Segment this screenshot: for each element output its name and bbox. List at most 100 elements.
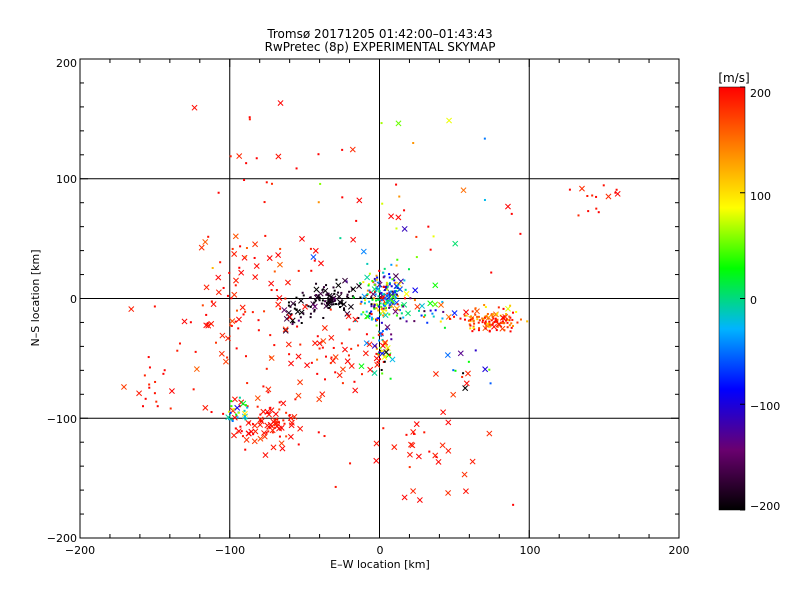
scatter-dot — [333, 292, 336, 295]
scatter-dot — [391, 290, 394, 293]
scatter-dot — [316, 358, 319, 361]
scatter-dot — [493, 321, 496, 324]
scatter-dot — [266, 427, 269, 430]
scatter-dot — [467, 360, 470, 363]
scatter-cross — [579, 185, 585, 192]
scatter-dot — [396, 258, 399, 261]
scatter-cross — [445, 447, 452, 454]
scatter-dot — [394, 296, 397, 299]
scatter-dot — [210, 300, 213, 303]
scatter-dot — [500, 322, 503, 325]
scatter-dot — [372, 336, 375, 339]
scatter-dot — [390, 333, 393, 336]
scatter-dot — [255, 157, 258, 160]
scatter-dot — [189, 321, 192, 324]
scatter-dot — [462, 372, 465, 375]
scatter-dot — [357, 317, 360, 320]
scatter-dot — [253, 256, 256, 259]
scatter-dot — [342, 307, 345, 310]
scatter-dot — [264, 234, 267, 237]
scatter-dot — [266, 411, 269, 414]
scatter-dot — [238, 396, 241, 399]
x-axis-label: E–W location [km] — [330, 558, 430, 571]
scatter-dot — [355, 219, 358, 222]
scatter-dot — [508, 324, 511, 327]
scatter-cross — [241, 410, 248, 417]
scatter-cross — [505, 203, 511, 210]
scatter-dot — [302, 312, 305, 315]
scatter-dot — [439, 320, 442, 323]
scatter-dot — [505, 319, 508, 322]
scatter-dot — [380, 368, 383, 371]
scatter-dot — [366, 289, 369, 292]
scatter-dot — [322, 286, 325, 289]
scatter-cross — [412, 287, 419, 294]
scatter-dot — [494, 317, 497, 320]
scatter-dot — [350, 347, 353, 350]
scatter-dot — [265, 181, 268, 184]
scatter-dot — [478, 327, 481, 330]
scatter-cross — [356, 283, 362, 290]
scatter-dot — [586, 195, 589, 198]
scatter-cross — [419, 303, 425, 309]
scatter-dot — [509, 316, 512, 319]
scatter-dot — [395, 183, 398, 186]
scatter-cross — [445, 490, 452, 496]
scatter-cross — [364, 274, 371, 281]
scatter-dot — [231, 420, 234, 423]
scatter-dot — [434, 309, 437, 312]
scatter-cross — [358, 363, 365, 370]
scatter-dot — [273, 344, 276, 347]
scatter-dot — [341, 148, 344, 151]
scatter-dot — [393, 279, 396, 282]
scatter-dot — [382, 276, 385, 279]
scatter-dot — [375, 307, 378, 310]
scatter-dot — [495, 329, 498, 332]
scatter-cross — [253, 263, 260, 270]
scatter-dot — [296, 325, 299, 328]
scatter-cross — [371, 342, 378, 349]
scatter-dot — [478, 319, 481, 322]
scatter-dot — [293, 307, 296, 310]
scatter-dot — [378, 339, 381, 342]
scatter-dot — [388, 276, 391, 279]
scatter-dot — [340, 342, 343, 345]
scatter-dot — [222, 412, 225, 415]
chart-subtitle: RwPretec (8p) EXPERIMENTAL SKYMAP — [265, 40, 496, 54]
scatter-dot — [387, 293, 390, 296]
scatter-cross — [397, 286, 403, 293]
scatter-dot — [463, 318, 466, 321]
scatter-dot — [392, 302, 395, 305]
scatter-dot — [236, 431, 239, 434]
scatter-dot — [390, 285, 393, 288]
scatter-cross — [344, 358, 351, 365]
scatter-dot — [234, 284, 237, 287]
scatter-dot — [454, 369, 457, 372]
scatter-cross — [328, 334, 335, 341]
y-tick-label: −100 — [47, 413, 77, 426]
scatter-cross — [258, 418, 265, 425]
scatter-cross — [266, 255, 273, 262]
scatter-dot — [427, 225, 430, 228]
scatter-dot — [490, 313, 493, 316]
scatter-dot — [143, 374, 146, 377]
scatter-dot — [229, 411, 232, 414]
scatter-dot — [477, 315, 480, 318]
scatter-dot — [374, 279, 377, 282]
scatter-dot — [285, 411, 288, 414]
scatter-dot — [269, 334, 272, 337]
scatter-dot — [602, 184, 605, 187]
scatter-dot — [506, 321, 509, 324]
scatter-cross — [319, 391, 326, 398]
scatter-dot — [324, 378, 327, 381]
scatter-cross — [373, 440, 380, 447]
scatter-dot — [487, 325, 490, 328]
scatter-dot — [388, 297, 391, 300]
scatter-dot — [519, 318, 522, 321]
scatter-dot — [512, 503, 515, 506]
scatter-dot — [283, 422, 286, 425]
scatter-dot — [364, 299, 367, 302]
scatter-dot — [234, 320, 237, 323]
scatter-dot — [269, 406, 272, 409]
scatter-dot — [448, 317, 451, 320]
